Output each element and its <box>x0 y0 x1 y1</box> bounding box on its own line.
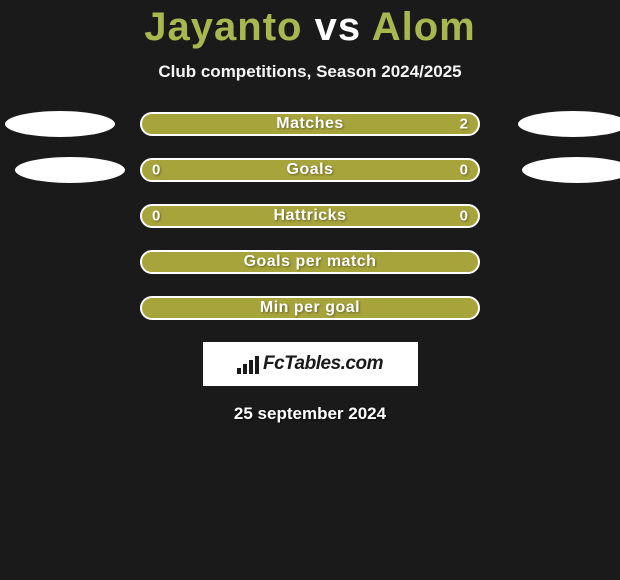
player1-avatar-placeholder <box>15 157 125 183</box>
stat-right-value: 0 <box>460 162 468 179</box>
subtitle: Club competitions, Season 2024/2025 <box>0 62 620 82</box>
player2-name: Alom <box>372 5 476 49</box>
stat-bar: 0 Hattricks 0 <box>140 204 480 228</box>
stat-row-goals-per-match: Goals per match <box>0 250 620 274</box>
player1-name: Jayanto <box>144 5 302 49</box>
page-title: Jayanto vs Alom <box>0 5 620 50</box>
stat-bar: 0 Goals 0 <box>140 158 480 182</box>
stat-label: Min per goal <box>260 299 360 317</box>
stat-label: Matches <box>276 115 344 133</box>
logo-text: FcTables.com <box>263 353 383 375</box>
stat-row-matches: Matches 2 <box>0 112 620 136</box>
stat-bar: Goals per match <box>140 250 480 274</box>
fctables-logo-link[interactable]: FcTables.com <box>203 342 418 386</box>
stat-row-min-per-goal: Min per goal <box>0 296 620 320</box>
stat-label: Hattricks <box>274 207 347 225</box>
stat-row-goals: 0 Goals 0 <box>0 158 620 182</box>
stat-right-value: 2 <box>460 116 468 133</box>
stat-left-value: 0 <box>152 162 160 179</box>
vs-label: vs <box>315 5 362 49</box>
date-label: 25 september 2024 <box>0 404 620 424</box>
stat-bar: Matches 2 <box>140 112 480 136</box>
stat-label: Goals <box>287 161 334 179</box>
stat-bar: Min per goal <box>140 296 480 320</box>
player2-avatar-placeholder <box>522 157 620 183</box>
stat-label: Goals per match <box>244 253 377 271</box>
player1-avatar-placeholder <box>5 111 115 137</box>
stat-right-value: 0 <box>460 208 468 225</box>
comparison-card: Jayanto vs Alom Club competitions, Seaso… <box>0 0 620 424</box>
stats-rows: Matches 2 0 Goals 0 0 Hattricks 0 <box>0 112 620 320</box>
player2-avatar-placeholder <box>518 111 620 137</box>
stat-left-value: 0 <box>152 208 160 225</box>
stat-row-hattricks: 0 Hattricks 0 <box>0 204 620 228</box>
chart-icon <box>237 354 259 374</box>
